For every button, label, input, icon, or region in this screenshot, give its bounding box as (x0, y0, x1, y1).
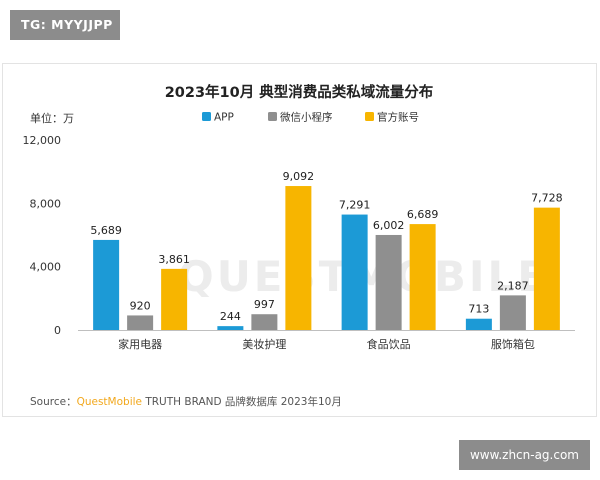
x-tick-label: 食品饮品 (367, 337, 411, 351)
legend-label: APP (214, 112, 234, 124)
data-label: 3,861 (158, 253, 190, 266)
bar (465, 318, 492, 330)
x-tick-label: 服饰箱包 (491, 337, 535, 351)
x-tick-label: 家用电器 (118, 337, 162, 351)
legend-swatch (268, 112, 277, 121)
bar (127, 315, 154, 330)
bar (161, 268, 188, 330)
site-badge: www.zhcn-ag.com (459, 440, 590, 470)
legend-label: 官方账号 (377, 111, 419, 124)
data-label: 7,728 (531, 192, 563, 205)
bar (341, 214, 368, 330)
data-label: 713 (468, 303, 489, 316)
bar (285, 186, 312, 330)
y-unit-label: 单位：万 (30, 111, 74, 125)
legend: APP 微信小程序 官方账号 (202, 111, 419, 124)
bar (93, 239, 120, 330)
bar (251, 314, 278, 330)
data-label: 997 (254, 298, 275, 311)
bar (375, 234, 402, 330)
y-tick-label: 0 (54, 324, 61, 337)
source-note: Source：QuestMobile TRUTH BRAND 品牌数据库 202… (30, 395, 342, 408)
data-label: 244 (220, 310, 241, 323)
data-label: 6,689 (407, 208, 439, 221)
source-brand: QuestMobile (77, 396, 142, 408)
bar (533, 207, 560, 330)
legend-swatch (202, 112, 211, 121)
bar (217, 326, 244, 330)
data-label: 920 (130, 299, 151, 312)
chart-svg: QUESTMOBILE 2023年10月 典型消费品类私域流量分布 单位：万 A… (23, 83, 575, 408)
y-tick-label: 12,000 (23, 134, 62, 147)
data-label: 9,092 (283, 170, 315, 183)
bar (499, 295, 526, 330)
legend-label: 微信小程序 (280, 111, 333, 124)
y-tick-label: 4,000 (30, 261, 62, 274)
chart-card: QUESTMOBILE 2023年10月 典型消费品类私域流量分布 单位：万 A… (2, 63, 597, 417)
data-label: 2,187 (497, 279, 529, 292)
data-label: 6,002 (373, 219, 405, 232)
bar (409, 224, 436, 330)
x-tick-label: 美妆护理 (242, 337, 286, 351)
legend-swatch (365, 112, 374, 121)
chart-title: 2023年10月 典型消费品类私域流量分布 (165, 83, 434, 101)
data-label: 5,689 (90, 224, 122, 237)
y-tick-label: 8,000 (30, 197, 62, 210)
tg-badge: TG: MYYJJPP (10, 10, 120, 40)
source-rest: TRUTH BRAND 品牌数据库 2023年10月 (142, 395, 342, 408)
source-label: Source： (30, 396, 77, 408)
data-label: 7,291 (339, 199, 371, 212)
axes: 0 4,000 8,000 12,000 家用电器 美妆护理 食品饮品 服饰箱包 (23, 134, 575, 351)
